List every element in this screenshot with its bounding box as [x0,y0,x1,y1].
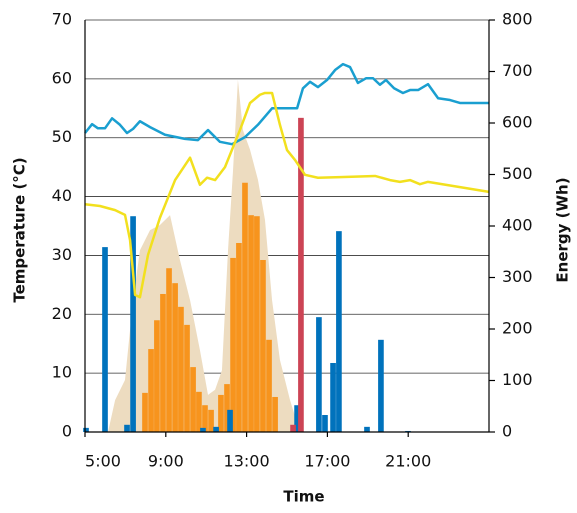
energy-bar [102,247,108,432]
energy-bar [322,415,328,432]
y2-axis-title: Energy (Wh) [554,177,572,282]
y-tick-label: 40 [52,186,72,205]
y2-tick-label: 600 [502,113,533,132]
energy-bar [266,339,272,432]
energy-bar [218,394,224,432]
energy-bar [196,391,202,432]
y2-tick-label: 700 [502,61,533,80]
temperature-line [84,91,490,299]
x-tick-label: 5:00 [85,452,121,471]
energy-bar [364,426,370,432]
energy-bar [227,409,233,432]
energy-bar [294,405,300,432]
y-tick-label: 20 [52,304,72,323]
y-tick-label: 60 [52,68,72,87]
energy-bar [130,216,136,432]
energy-bar [208,409,214,432]
data-layer [83,62,490,433]
y-tick-label: 50 [52,127,72,146]
energy-bar [236,242,242,432]
x-axis-title: Time [283,488,324,506]
energy-bar [213,426,219,432]
energy-bar [172,283,178,432]
temperature-line [84,62,489,146]
x-tick-label: 21:00 [385,452,431,471]
y2-tick-label: 500 [502,164,533,183]
y2-tick-label: 100 [502,370,533,389]
energy-bar [83,427,89,432]
energy-bar [166,268,172,432]
y-axis-title: Temperature (°C) [11,157,29,302]
energy-bar [142,392,148,432]
y2-tick-label: 400 [502,216,533,235]
energy-bar [272,396,278,432]
axis-layer: 0102030405060700100200300400500600700800… [52,10,533,471]
y2-tick-label: 300 [502,267,533,286]
energy-bar [154,320,160,432]
y-tick-label: 30 [52,245,72,264]
energy-bar [254,216,260,432]
energy-bar [330,362,336,432]
energy-bar [298,117,304,432]
y-tick-label: 70 [52,10,72,29]
energy-bar [260,259,266,432]
energy-bar [378,339,384,432]
x-tick-label: 13:00 [224,452,270,471]
energy-bar [178,306,184,432]
y2-tick-label: 200 [502,319,533,338]
energy-bar [224,384,230,432]
energy-bar [200,427,206,432]
energy-bar [336,231,342,432]
energy-bar [230,257,236,432]
energy-bar [290,424,296,432]
energy-bar [242,182,248,432]
energy-bar [202,405,208,432]
x-tick-label: 9:00 [148,452,184,471]
energy-bar [316,317,322,432]
energy-bar [248,215,254,432]
y-tick-label: 10 [52,363,72,382]
energy-bar [148,349,154,432]
energy-bar [124,424,130,432]
y2-tick-label: 0 [502,422,512,441]
energy-bar [184,324,190,432]
y2-tick-label: 800 [502,10,533,29]
y-tick-label: 0 [62,422,72,441]
x-tick-label: 17:00 [304,452,350,471]
energy-bar [160,293,166,432]
energy-bar [190,367,196,432]
